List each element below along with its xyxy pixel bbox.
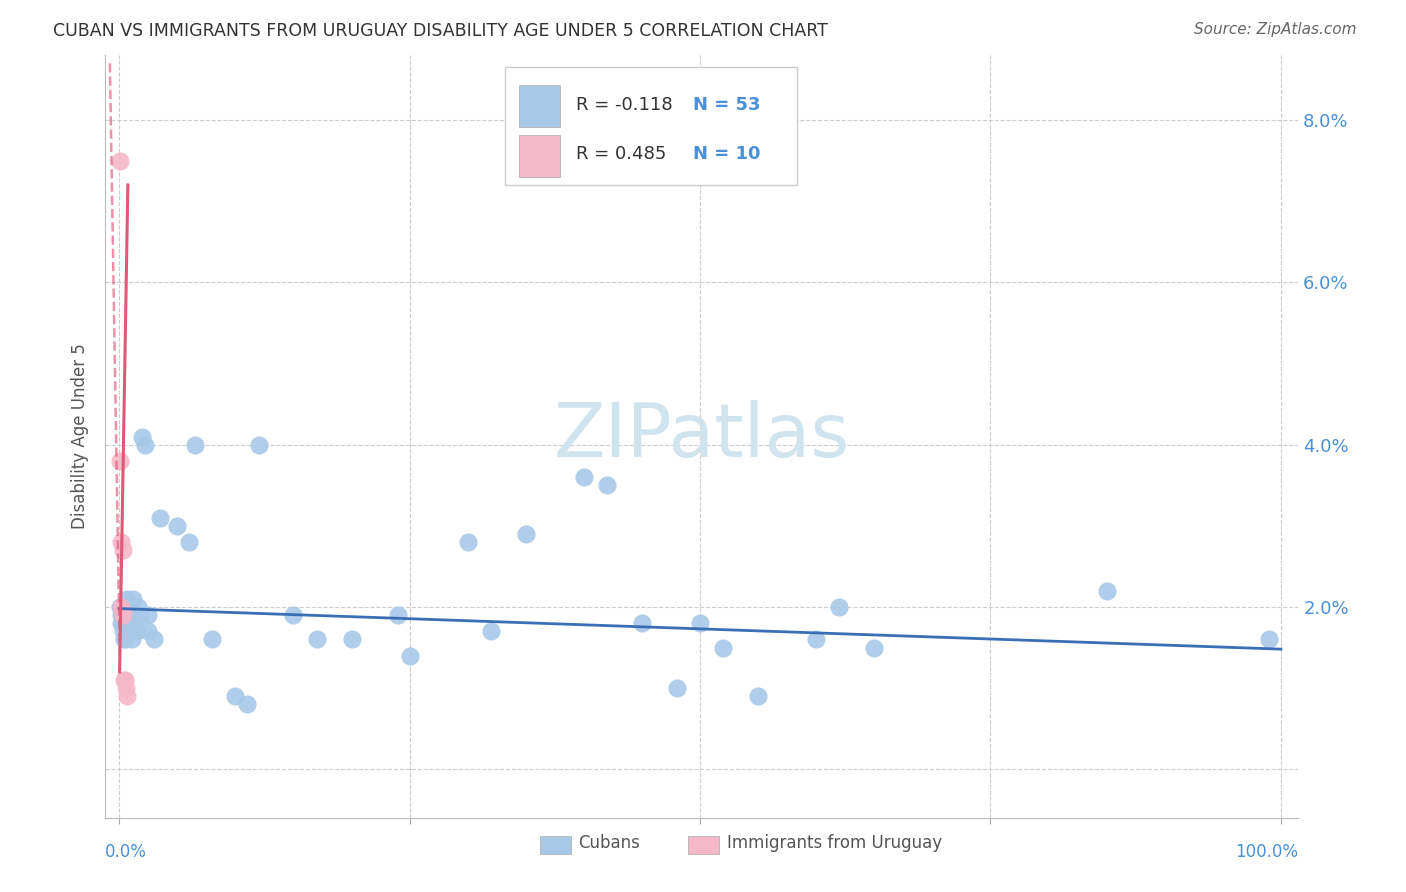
Point: [572, 470, 595, 484]
Point: [711, 640, 734, 655]
Point: [124, 608, 146, 623]
Point: [129, 608, 152, 623]
Point: [114, 599, 136, 614]
Point: [110, 535, 132, 549]
FancyBboxPatch shape: [519, 135, 560, 177]
Point: [747, 689, 769, 703]
Point: [111, 616, 134, 631]
Point: [110, 153, 132, 168]
Y-axis label: Disability Age Under 5: Disability Age Under 5: [72, 343, 89, 530]
Point: [127, 599, 149, 614]
Point: [111, 624, 134, 639]
Point: [149, 510, 172, 524]
Point: [115, 599, 138, 614]
Point: [117, 591, 139, 606]
Point: [387, 608, 409, 623]
Point: [136, 624, 159, 639]
Point: [117, 689, 139, 703]
Point: [122, 616, 145, 631]
Point: [236, 698, 259, 712]
Point: [283, 608, 305, 623]
FancyBboxPatch shape: [519, 86, 560, 128]
Point: [120, 624, 142, 639]
Point: [111, 608, 134, 623]
Point: [665, 681, 688, 695]
Point: [863, 640, 886, 655]
Point: [515, 527, 537, 541]
Point: [183, 437, 205, 451]
Point: [110, 616, 132, 631]
FancyBboxPatch shape: [505, 67, 797, 185]
Point: [806, 632, 828, 647]
Point: [136, 608, 159, 623]
Text: 100.0%: 100.0%: [1236, 843, 1298, 861]
Point: [115, 681, 138, 695]
Point: [1258, 632, 1281, 647]
Point: [828, 599, 851, 614]
Point: [340, 632, 363, 647]
Point: [110, 599, 132, 614]
Text: ZIPatlas: ZIPatlas: [554, 400, 851, 473]
Point: [166, 518, 188, 533]
Text: N = 10: N = 10: [693, 145, 761, 163]
Point: [110, 608, 132, 623]
Text: CUBAN VS IMMIGRANTS FROM URUGUAY DISABILITY AGE UNDER 5 CORRELATION CHART: CUBAN VS IMMIGRANTS FROM URUGUAY DISABIL…: [53, 22, 828, 40]
Point: [121, 632, 143, 647]
Point: [143, 632, 166, 647]
Point: [631, 616, 654, 631]
Text: Source: ZipAtlas.com: Source: ZipAtlas.com: [1194, 22, 1357, 37]
Point: [114, 632, 136, 647]
Point: [596, 478, 619, 492]
Point: [112, 673, 135, 687]
Point: [125, 624, 148, 639]
Point: [122, 591, 145, 606]
Point: [201, 632, 224, 647]
Text: 0.0%: 0.0%: [105, 843, 148, 861]
Point: [689, 616, 711, 631]
Point: [479, 624, 502, 639]
Point: [112, 632, 135, 647]
Point: [134, 437, 156, 451]
Point: [305, 632, 328, 647]
Point: [131, 429, 153, 443]
Point: [110, 454, 132, 468]
Point: [110, 599, 132, 614]
Point: [1095, 583, 1118, 598]
Text: R = -0.118: R = -0.118: [576, 95, 673, 113]
Point: [111, 543, 134, 558]
Point: [247, 437, 270, 451]
Point: [117, 608, 139, 623]
Text: R = 0.485: R = 0.485: [576, 145, 666, 163]
Text: Immigrants from Uruguay: Immigrants from Uruguay: [727, 834, 942, 852]
Text: N = 53: N = 53: [693, 95, 761, 113]
Point: [398, 648, 420, 663]
Text: Cubans: Cubans: [578, 834, 640, 852]
Point: [118, 616, 141, 631]
Point: [177, 535, 200, 549]
Point: [114, 673, 136, 687]
Point: [224, 689, 246, 703]
Point: [457, 535, 479, 549]
